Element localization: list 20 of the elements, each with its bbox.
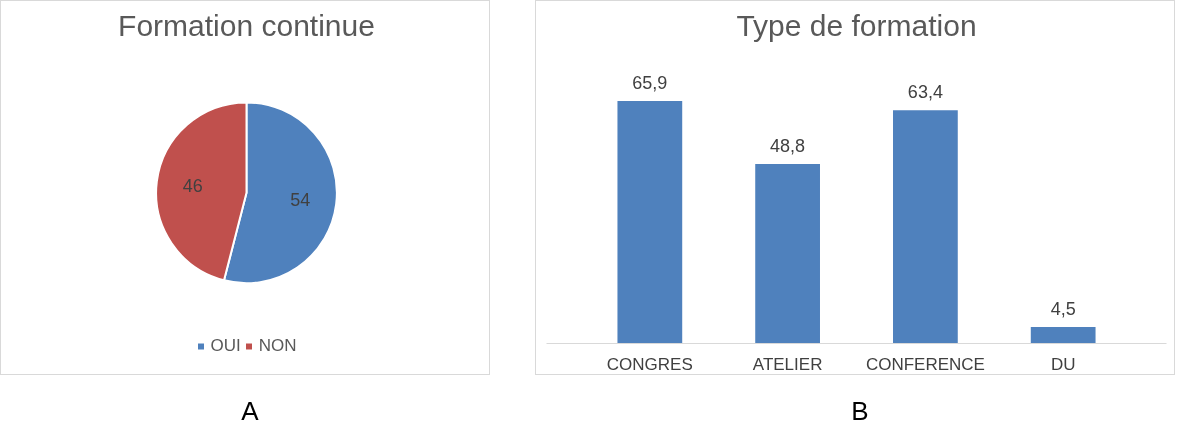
legend-label: NON — [258, 336, 297, 356]
chart-title: Type de formation — [736, 8, 977, 42]
bar — [1030, 326, 1096, 344]
data-label: 63,4 — [907, 82, 943, 103]
bar — [893, 110, 958, 344]
data-label: 46 — [182, 176, 203, 197]
x-tick-label: ATELIER — [752, 354, 823, 374]
data-label: 65,9 — [632, 73, 668, 94]
x-tick-label: CONGRES — [606, 354, 693, 374]
x-tick-label: DU — [1050, 354, 1076, 374]
data-label: 4,5 — [1050, 298, 1076, 319]
bar — [755, 163, 820, 344]
legend-label: OUI — [210, 336, 241, 356]
chart-title: Formation continue — [118, 8, 375, 42]
text: B — [851, 395, 869, 428]
x-tick-label: CONFERENCE — [865, 354, 985, 374]
data-label: 54 — [290, 190, 311, 211]
bar — [617, 101, 683, 344]
data-label: 48,8 — [770, 135, 806, 156]
text: A — [241, 395, 259, 428]
